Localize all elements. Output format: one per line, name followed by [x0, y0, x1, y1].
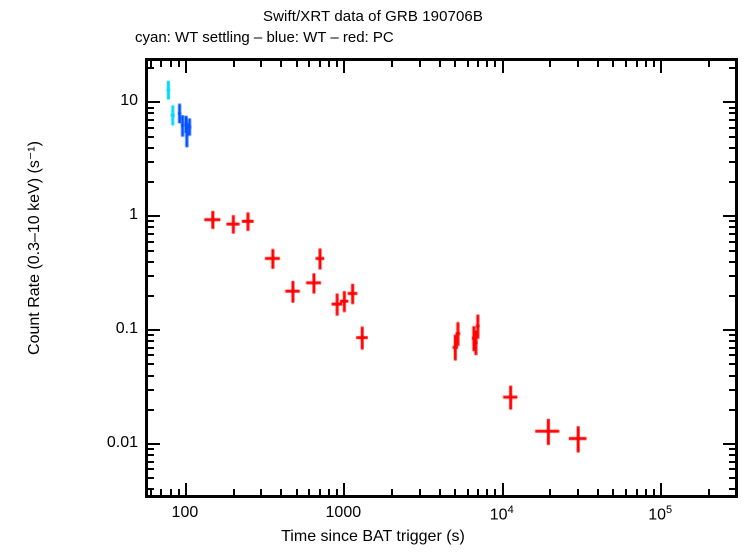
chart-title: Swift/XRT data of GRB 190706B	[263, 8, 483, 25]
x-tick-label: 105	[648, 504, 673, 524]
x-tick-exponent: 5	[665, 504, 673, 516]
x-tick-label: 1000	[325, 504, 362, 521]
x-tick-label: 104	[489, 504, 514, 524]
x-tick-exponent: 4	[507, 504, 514, 516]
y-axis-title: Count Rate (0.3–10 keV) (s⁻¹)	[26, 141, 43, 355]
plot-area	[145, 58, 738, 498]
data-canvas	[148, 61, 735, 495]
x-tick-label: 100	[171, 504, 199, 521]
chart-subtitle: cyan: WT settling – blue: WT – red: PC	[135, 29, 394, 46]
x-axis-title: Time since BAT trigger (s)	[281, 528, 465, 545]
y-tick-label: 1	[129, 206, 138, 224]
y-tick-label: 0.01	[106, 434, 138, 452]
y-tick-label: 10	[120, 92, 138, 110]
y-tick-label: 0.1	[115, 320, 138, 338]
